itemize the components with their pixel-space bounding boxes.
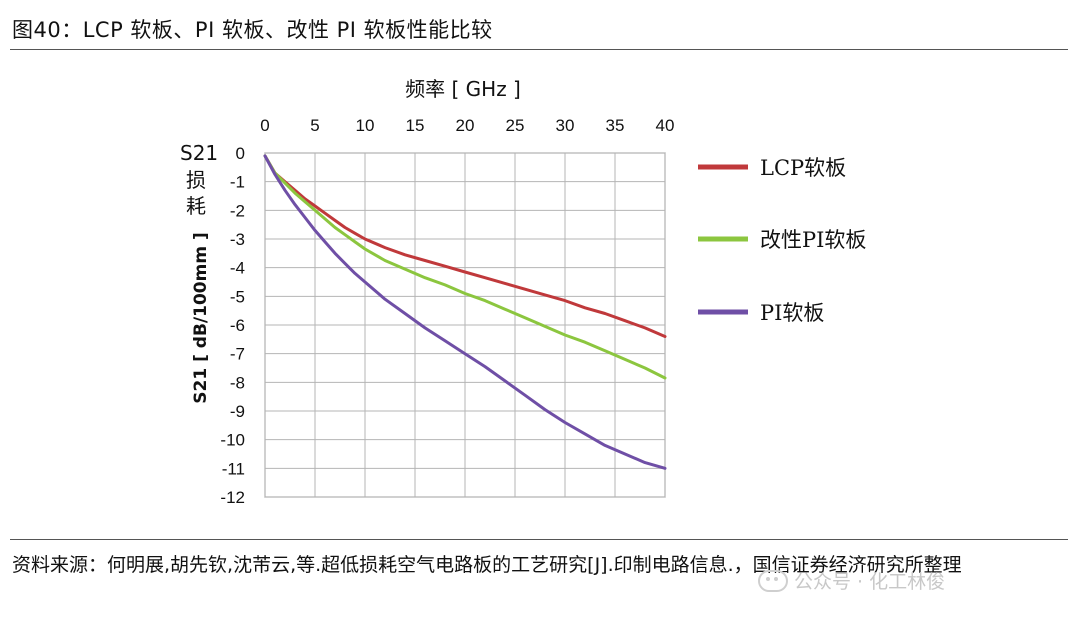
y-tick-label: -6 [230,316,245,335]
series-line-1 [263,154,667,338]
x-tick-label: 35 [606,116,625,135]
y-tick-label: -7 [230,345,245,364]
x-axis-title: 频率 [ GHz ] [405,77,521,101]
watermark-text: 公众号 · 化工林俊 [794,571,946,593]
y-tick-label: -3 [230,230,245,249]
y-tick-label: -4 [230,259,245,278]
y-axis-title: S21 [ dB/100mm ] [191,232,211,403]
y-tick-labels: 0 -1 -2 -3 -4 -5 -6 -7 -8 -9 -10 -11 -12 [220,144,245,507]
x-tick-labels: 0 5 10 15 20 25 30 35 40 [260,116,674,135]
chart-grid [264,152,666,498]
y-tick-label: -8 [230,373,245,392]
x-tick-label: 15 [406,116,425,135]
watermark: 公众号 · 化工林俊 [758,567,945,594]
y-tick-label: -9 [230,402,245,421]
x-tick-label: 30 [556,116,575,135]
x-tick-label: 25 [506,116,525,135]
y-tick-label: -1 [230,173,245,192]
y-axis-top-label: S21 [180,141,218,165]
y-axis-char-1: 损 [186,168,206,192]
x-tick-label: 40 [656,116,675,135]
series-line-3 [263,154,667,470]
y-tick-label: -2 [230,201,245,220]
legend-label: LCP软板 [760,156,846,180]
y-tick-label: -10 [220,431,245,450]
x-tick-label: 0 [260,116,269,135]
x-tick-label: 20 [456,116,475,135]
source-note: 资料来源：何明展,胡先钦,沈芾云,等.超低损耗空气电路板的工艺研究[J].印制电… [12,554,962,576]
x-tick-label: 10 [356,116,375,135]
wechat-icon [758,569,788,592]
footer-divider [10,539,1068,540]
y-axis-char-2: 耗 [186,194,206,218]
y-tick-label: -5 [230,287,245,306]
line-chart: 0 5 10 15 20 25 30 35 40 0 -1 -2 -3 -4 -5 -6 -7 -8 -9 -10 -… [180,77,866,507]
y-tick-label: -11 [222,459,245,478]
y-tick-label: -12 [220,488,245,507]
title-divider [10,49,1068,50]
legend-label: PI软板 [760,301,824,325]
series-lines [263,154,667,470]
series-line-2 [263,154,667,380]
figure-title: 图40：LCP 软板、PI 软板、改性 PI 软板性能比较 [12,18,493,42]
x-tick-label: 5 [310,116,319,135]
legend-label: 改性PI软板 [760,228,866,252]
y-tick-label: 0 [236,144,245,163]
